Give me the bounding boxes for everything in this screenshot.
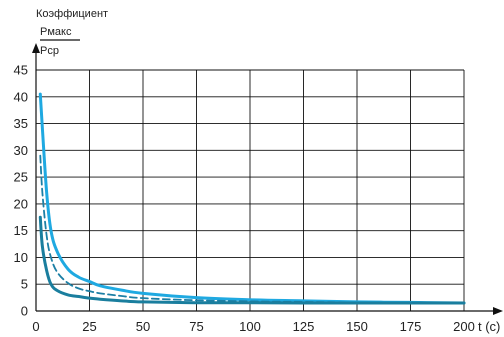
series-line-solid-light [38, 92, 466, 305]
x-tick-label-200: 200 [453, 319, 475, 334]
x-tick-label-125: 125 [293, 319, 315, 334]
axes [32, 43, 503, 315]
y-tick-label-0: 0 [21, 304, 28, 319]
y-tick-label-20: 20 [14, 196, 28, 211]
y-tick-label-45: 45 [14, 63, 28, 78]
y-label-denominator: Pср [40, 45, 59, 57]
y-tick-label-35: 35 [14, 116, 28, 131]
x-axis-arrow [493, 307, 503, 315]
x-tick-label-175: 175 [400, 319, 422, 334]
tick-labels: 0 5 10 15 20 25 30 35 40 45 0 25 50 75 100 125 150 175 200 [14, 63, 475, 335]
y-tick-label-40: 40 [14, 89, 28, 104]
x-tick-label-50: 50 [136, 319, 150, 334]
x-tick-label-0: 0 [32, 319, 39, 334]
x-axis-label: t (c) [478, 319, 500, 334]
series-line-solid-dark [38, 215, 466, 305]
y-tick-label-25: 25 [14, 170, 28, 185]
y-label-numerator: Pмакс [40, 26, 72, 38]
series-line-dashed [39, 154, 465, 304]
y-label-line1: Коэффициент [36, 8, 108, 20]
y-tick-label-5: 5 [21, 277, 28, 292]
x-tick-label-25: 25 [82, 319, 96, 334]
y-tick-label-10: 10 [14, 250, 28, 265]
grid [36, 69, 465, 311]
x-tick-label-150: 150 [346, 319, 368, 334]
y-axis-label: Коэффициент Pмакс Pср [36, 8, 108, 57]
y-tick-label-15: 15 [14, 223, 28, 238]
y-axis-arrow [32, 43, 40, 53]
x-tick-label-75: 75 [189, 319, 203, 334]
series [38, 92, 466, 305]
y-tick-label-30: 30 [14, 143, 28, 158]
x-tick-label-100: 100 [239, 319, 261, 334]
